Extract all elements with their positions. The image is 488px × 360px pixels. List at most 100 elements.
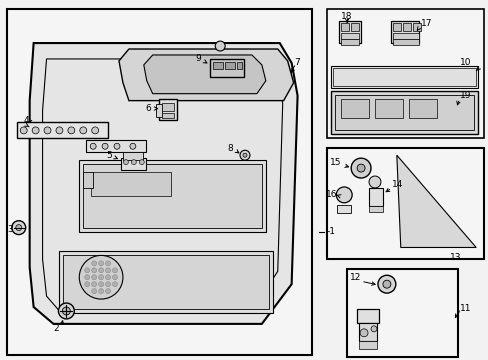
Bar [339, 21, 360, 43]
Polygon shape [143, 55, 265, 94]
Circle shape [92, 275, 97, 280]
Bar [7, 9, 312, 355]
Polygon shape [396, 155, 475, 247]
Polygon shape [30, 43, 297, 324]
Bar [213, 62, 223, 69]
Circle shape [215, 41, 224, 51]
Circle shape [59, 303, 74, 319]
Circle shape [20, 127, 27, 134]
Text: 17: 17 [420, 19, 431, 28]
Bar [341, 33, 358, 39]
Circle shape [240, 150, 249, 160]
Circle shape [130, 143, 136, 149]
Circle shape [99, 261, 103, 266]
Circle shape [92, 289, 97, 294]
Polygon shape [119, 49, 293, 100]
Bar [350, 23, 358, 31]
Circle shape [359, 329, 367, 337]
Text: 14: 14 [391, 180, 403, 189]
Circle shape [79, 255, 122, 299]
Bar [326, 148, 483, 260]
Bar [412, 23, 420, 31]
Circle shape [382, 280, 390, 288]
Bar [86, 140, 145, 152]
Bar [331, 66, 477, 88]
Circle shape [16, 225, 21, 231]
Bar [122, 152, 142, 160]
Text: 5: 5 [106, 151, 112, 160]
Bar [341, 99, 368, 118]
Circle shape [99, 268, 103, 273]
Text: 7: 7 [294, 58, 300, 67]
Bar [408, 99, 436, 118]
Bar [83, 172, 93, 188]
Bar [224, 62, 235, 69]
Text: -1: -1 [325, 227, 335, 236]
Bar [341, 39, 358, 45]
Text: 15: 15 [329, 158, 341, 167]
Circle shape [90, 143, 96, 149]
Bar [237, 62, 242, 69]
Circle shape [105, 261, 110, 266]
Circle shape [92, 261, 97, 266]
Circle shape [84, 282, 89, 287]
Bar [341, 23, 348, 31]
Circle shape [112, 268, 117, 273]
Text: 19: 19 [459, 91, 471, 100]
Text: 2: 2 [54, 324, 59, 333]
Bar [337, 205, 350, 213]
Circle shape [105, 289, 110, 294]
Circle shape [139, 159, 144, 165]
Circle shape [377, 275, 395, 293]
Circle shape [368, 176, 380, 188]
Bar [79, 160, 265, 231]
Circle shape [80, 127, 86, 134]
Bar [358, 341, 376, 349]
Circle shape [114, 143, 120, 149]
Circle shape [350, 158, 370, 178]
Bar [60, 251, 272, 313]
Circle shape [84, 275, 89, 280]
Circle shape [112, 275, 117, 280]
Circle shape [112, 282, 117, 287]
Bar [374, 99, 402, 118]
Text: 11: 11 [459, 305, 471, 314]
Bar [368, 188, 382, 206]
Bar [331, 91, 477, 134]
Circle shape [12, 221, 26, 235]
Circle shape [56, 127, 63, 134]
Bar [63, 255, 268, 309]
Text: 6: 6 [145, 104, 151, 113]
Circle shape [68, 127, 75, 134]
Bar [390, 21, 418, 43]
Bar [392, 33, 418, 39]
Text: 9: 9 [195, 54, 201, 63]
Bar [368, 206, 382, 212]
Text: 3: 3 [7, 225, 13, 234]
Text: 4: 4 [24, 116, 29, 125]
Bar [121, 158, 145, 170]
Bar [346, 269, 457, 357]
Circle shape [123, 159, 128, 165]
Circle shape [102, 143, 108, 149]
Bar [333, 68, 475, 86]
Bar [210, 59, 244, 77]
Bar [392, 39, 418, 45]
Circle shape [92, 268, 97, 273]
Text: 12: 12 [349, 273, 360, 282]
Circle shape [32, 127, 39, 134]
Circle shape [243, 153, 246, 157]
Bar [83, 164, 262, 228]
Circle shape [84, 268, 89, 273]
Bar [91, 172, 170, 196]
Bar [392, 23, 400, 31]
Bar [356, 309, 378, 323]
Circle shape [105, 275, 110, 280]
Text: 13: 13 [449, 253, 461, 262]
Bar [335, 95, 473, 130]
Circle shape [370, 326, 376, 332]
Bar [402, 23, 410, 31]
Circle shape [99, 289, 103, 294]
Bar [326, 9, 483, 138]
Text: 16: 16 [325, 190, 337, 199]
